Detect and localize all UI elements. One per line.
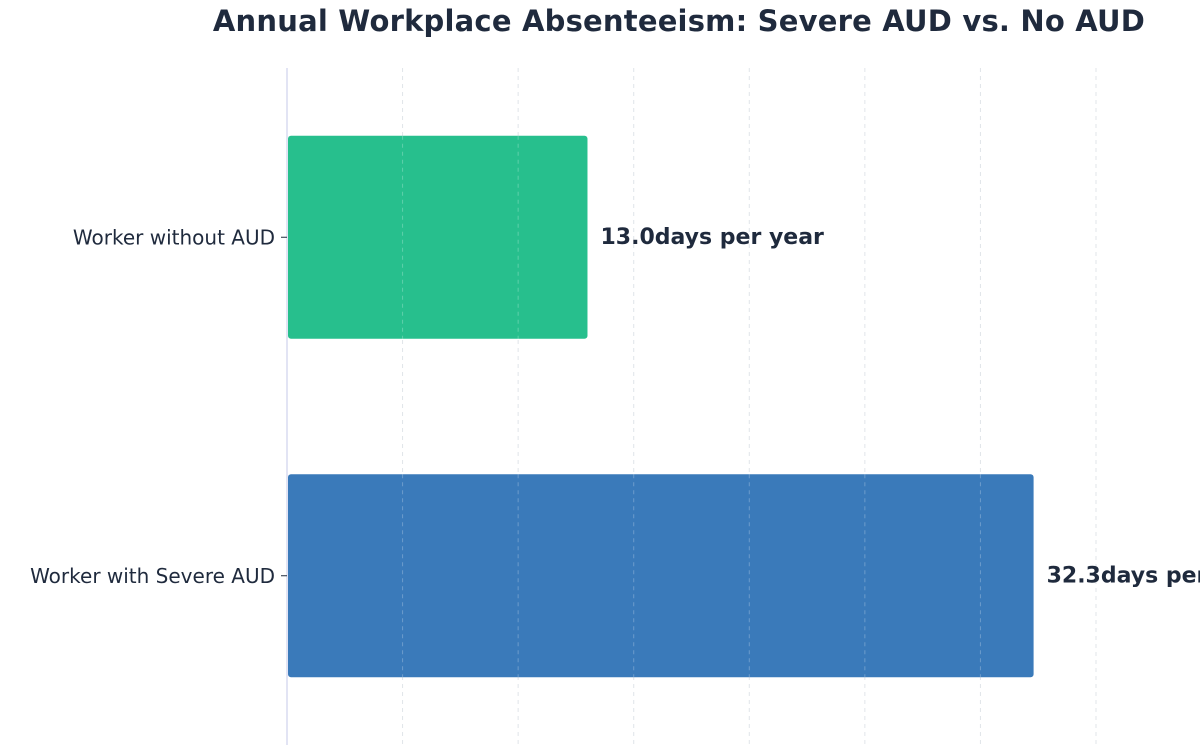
bar (288, 474, 1034, 678)
y-axis (281, 68, 288, 745)
data-label: 13.0days per year (600, 225, 824, 250)
bars (288, 135, 1034, 678)
y-tick-label: Worker without AUD (73, 225, 275, 249)
labels: Worker without AUD 13.0days per year Worke… (30, 225, 1200, 589)
y-tick-label: Worker with Severe AUD (30, 564, 275, 588)
chart-title: Annual Workplace Absenteeism: Severe AUD… (212, 4, 1146, 38)
bar (288, 135, 588, 339)
data-label: 32.3days per year (1047, 563, 1200, 588)
